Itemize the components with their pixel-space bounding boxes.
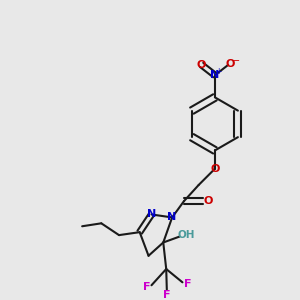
Text: O: O	[226, 59, 235, 69]
Text: N: N	[167, 212, 177, 222]
Text: +: +	[215, 67, 222, 76]
Text: F: F	[184, 279, 191, 289]
Text: N: N	[147, 209, 156, 220]
Text: N: N	[210, 70, 220, 80]
Text: O: O	[204, 196, 213, 206]
Text: O: O	[210, 164, 220, 174]
Text: −: −	[232, 56, 241, 66]
Text: F: F	[143, 282, 151, 292]
Text: F: F	[163, 290, 171, 300]
Text: OH: OH	[177, 230, 195, 240]
Text: O: O	[197, 60, 206, 70]
